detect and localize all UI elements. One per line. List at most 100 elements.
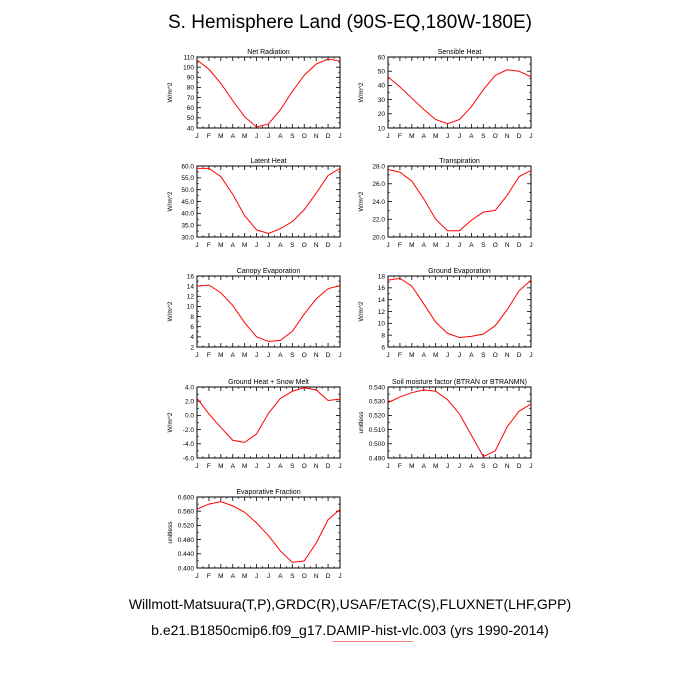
series-line xyxy=(197,167,341,234)
x-tick-label: J xyxy=(267,242,270,249)
y-tick-label: 16 xyxy=(187,273,195,280)
x-tick-label: J xyxy=(338,573,341,580)
x-tick-label: J xyxy=(458,133,461,140)
x-tick-label: A xyxy=(422,133,427,140)
x-tick-label: J xyxy=(255,463,258,470)
y-axis-label: unitless xyxy=(358,411,365,434)
x-tick-label: S xyxy=(481,242,486,249)
y-tick-label: 110 xyxy=(184,54,195,61)
x-tick-label: D xyxy=(517,463,522,470)
x-tick-label: O xyxy=(493,242,498,249)
x-tick-label: O xyxy=(302,242,307,249)
x-tick-label: A xyxy=(469,463,474,470)
y-tick-label: 30.0 xyxy=(181,234,194,241)
y-tick-label: 8 xyxy=(381,332,385,339)
y-tick-label: -4.0 xyxy=(183,441,195,448)
x-tick-label: J xyxy=(255,352,258,359)
x-tick-label: A xyxy=(231,463,236,470)
y-tick-label: 0.600 xyxy=(178,494,195,501)
chart-title: Canopy Evaporation xyxy=(237,268,301,275)
x-tick-label: J xyxy=(195,573,198,580)
x-tick-label: N xyxy=(314,133,319,140)
x-tick-label: F xyxy=(398,352,402,359)
x-tick-label: A xyxy=(469,242,474,249)
x-tick-label: S xyxy=(481,133,486,140)
x-tick-label: A xyxy=(469,352,474,359)
plot-frame xyxy=(387,56,532,129)
x-tick-label: A xyxy=(278,573,283,580)
y-tick-label: 10 xyxy=(378,125,386,132)
y-tick-label: 2 xyxy=(190,344,194,351)
y-tick-label: 4.0 xyxy=(185,384,194,391)
y-tick-label: 35.0 xyxy=(181,222,194,229)
x-tick-label: F xyxy=(398,463,402,470)
y-tick-label: 60 xyxy=(378,54,386,61)
y-tick-label: 80 xyxy=(187,85,195,92)
x-tick-label: M xyxy=(242,133,247,140)
x-tick-label: D xyxy=(517,133,522,140)
plot-frame xyxy=(196,56,341,129)
x-tick-label: M xyxy=(409,463,414,470)
x-tick-label: D xyxy=(517,352,522,359)
x-tick-label: J xyxy=(338,463,341,470)
y-tick-label: 14 xyxy=(187,283,195,290)
y-tick-label: 24.0 xyxy=(372,199,385,206)
y-tick-label: 40.0 xyxy=(181,211,194,218)
series-line xyxy=(387,277,532,339)
x-tick-label: M xyxy=(242,352,247,359)
x-tick-label: S xyxy=(290,242,295,249)
x-tick-label: D xyxy=(326,352,331,359)
plot-frame xyxy=(196,275,341,348)
x-tick-label: J xyxy=(386,242,389,249)
y-tick-label: 0.480 xyxy=(178,537,195,544)
series-line xyxy=(387,389,532,458)
x-tick-label: J xyxy=(458,463,461,470)
y-tick-label: 60.0 xyxy=(181,163,194,170)
x-tick-label: O xyxy=(493,133,498,140)
x-tick-label: J xyxy=(386,463,389,470)
x-tick-label: J xyxy=(255,133,258,140)
x-tick-label: N xyxy=(314,573,319,580)
y-tick-label: 10 xyxy=(378,321,386,328)
x-tick-label: J xyxy=(529,133,532,140)
x-tick-label: M xyxy=(242,463,247,470)
y-tick-label: 55.0 xyxy=(181,175,194,182)
x-tick-label: O xyxy=(302,352,307,359)
plot-frame xyxy=(387,275,532,348)
y-tick-label: 70 xyxy=(187,95,195,102)
chart-title: Sensible Heat xyxy=(438,49,482,56)
x-tick-label: J xyxy=(195,463,198,470)
x-tick-label: J xyxy=(338,242,341,249)
x-tick-label: J xyxy=(446,242,449,249)
y-tick-label: 0.560 xyxy=(178,509,195,516)
x-tick-label: J xyxy=(267,573,270,580)
x-tick-label: M xyxy=(218,242,223,249)
x-tick-label: M xyxy=(218,573,223,580)
plot-frame xyxy=(387,386,532,459)
y-tick-label: 0.440 xyxy=(178,551,195,558)
x-tick-label: N xyxy=(505,463,510,470)
chart-title: Latent Heat xyxy=(250,158,286,165)
y-tick-label: 8 xyxy=(190,314,194,321)
x-tick-label: M xyxy=(409,242,414,249)
y-tick-label: 50 xyxy=(187,115,195,122)
x-tick-label: F xyxy=(398,133,402,140)
x-tick-label: M xyxy=(433,463,438,470)
plot-frame xyxy=(196,386,341,459)
y-tick-label: 0.490 xyxy=(369,455,386,462)
x-tick-label: F xyxy=(398,242,402,249)
x-tick-label: M xyxy=(433,352,438,359)
y-tick-label: 40 xyxy=(378,83,386,90)
x-tick-label: J xyxy=(446,463,449,470)
x-tick-label: F xyxy=(207,573,211,580)
y-tick-label: 20 xyxy=(378,111,386,118)
x-tick-label: M xyxy=(409,352,414,359)
x-tick-label: A xyxy=(278,352,283,359)
y-tick-label: 40 xyxy=(187,125,195,132)
y-tick-label: 0.0 xyxy=(185,413,194,420)
x-tick-label: F xyxy=(207,463,211,470)
y-tick-label: 0.520 xyxy=(178,523,195,530)
